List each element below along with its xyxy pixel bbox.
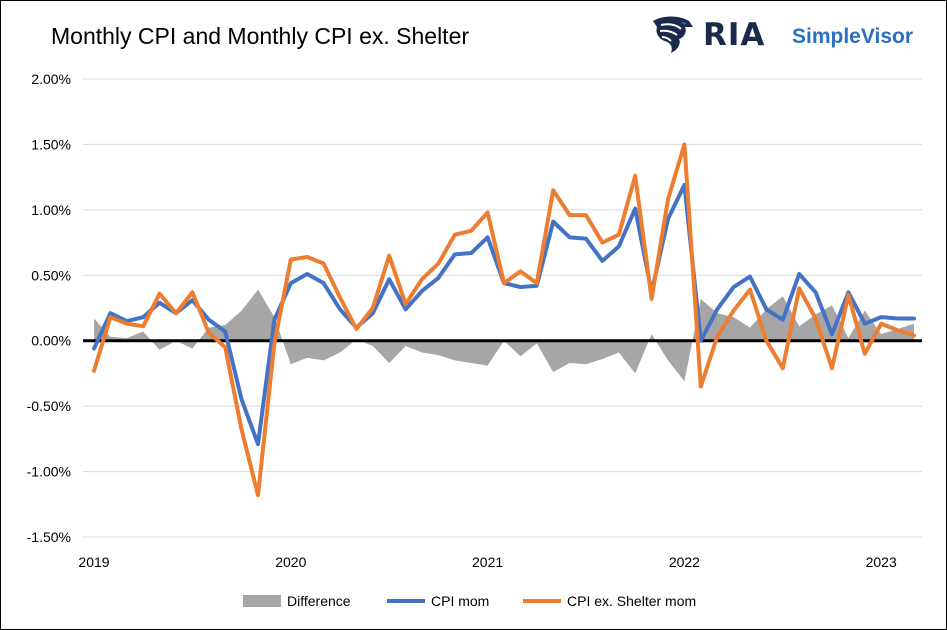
legend-item-difference: Difference: [243, 593, 351, 609]
brand-sub-text: SimpleVisor: [792, 25, 913, 48]
legend: Difference CPI mom CPI ex. Shelter mom: [243, 593, 696, 609]
difference-area-layer: [94, 289, 914, 382]
brand-logo: RIA SimpleVisor: [651, 11, 931, 59]
legend-swatch: [243, 595, 281, 607]
y-tick-label: -1.50%: [27, 529, 71, 545]
legend-item-cpi-ex-shelter: CPI ex. Shelter mom: [523, 593, 696, 609]
x-tick-label: 2022: [669, 554, 700, 570]
brand-main-text: RIA: [703, 17, 766, 53]
x-tick-label: 2019: [78, 554, 109, 570]
x-tick-label: 2020: [275, 554, 306, 570]
y-axis-ticks: -1.50% -1.00% -0.50% 0.00% 0.50% 1.00% 1.50% 2.…: [27, 71, 71, 545]
y-tick-label: 0.00%: [31, 333, 71, 349]
chart-title: Monthly CPI and Monthly CPI ex. Shelter: [51, 23, 470, 49]
series-cpi-ex-shelter-line: [92, 142, 916, 498]
x-tick-label: 2021: [472, 554, 503, 570]
x-tick-label: 2023: [866, 554, 897, 570]
y-tick-label: 2.00%: [31, 71, 71, 87]
y-tick-label: -0.50%: [27, 398, 71, 414]
y-tick-label: 1.00%: [31, 202, 71, 218]
x-axis-ticks: 2019 2020 2021 2022 2023: [78, 554, 897, 570]
y-tick-label: 1.50%: [31, 136, 71, 152]
series-difference-area: [94, 289, 914, 382]
legend-item-cpi-mom: CPI mom: [387, 593, 489, 609]
legend-label: CPI ex. Shelter mom: [567, 593, 696, 609]
y-tick-label: 0.50%: [31, 267, 71, 283]
y-tick-label: -1.00%: [27, 464, 71, 480]
series-lines: [92, 142, 916, 498]
legend-label: Difference: [287, 593, 351, 609]
eagle-head-icon: [653, 16, 693, 53]
legend-label: CPI mom: [431, 593, 489, 609]
